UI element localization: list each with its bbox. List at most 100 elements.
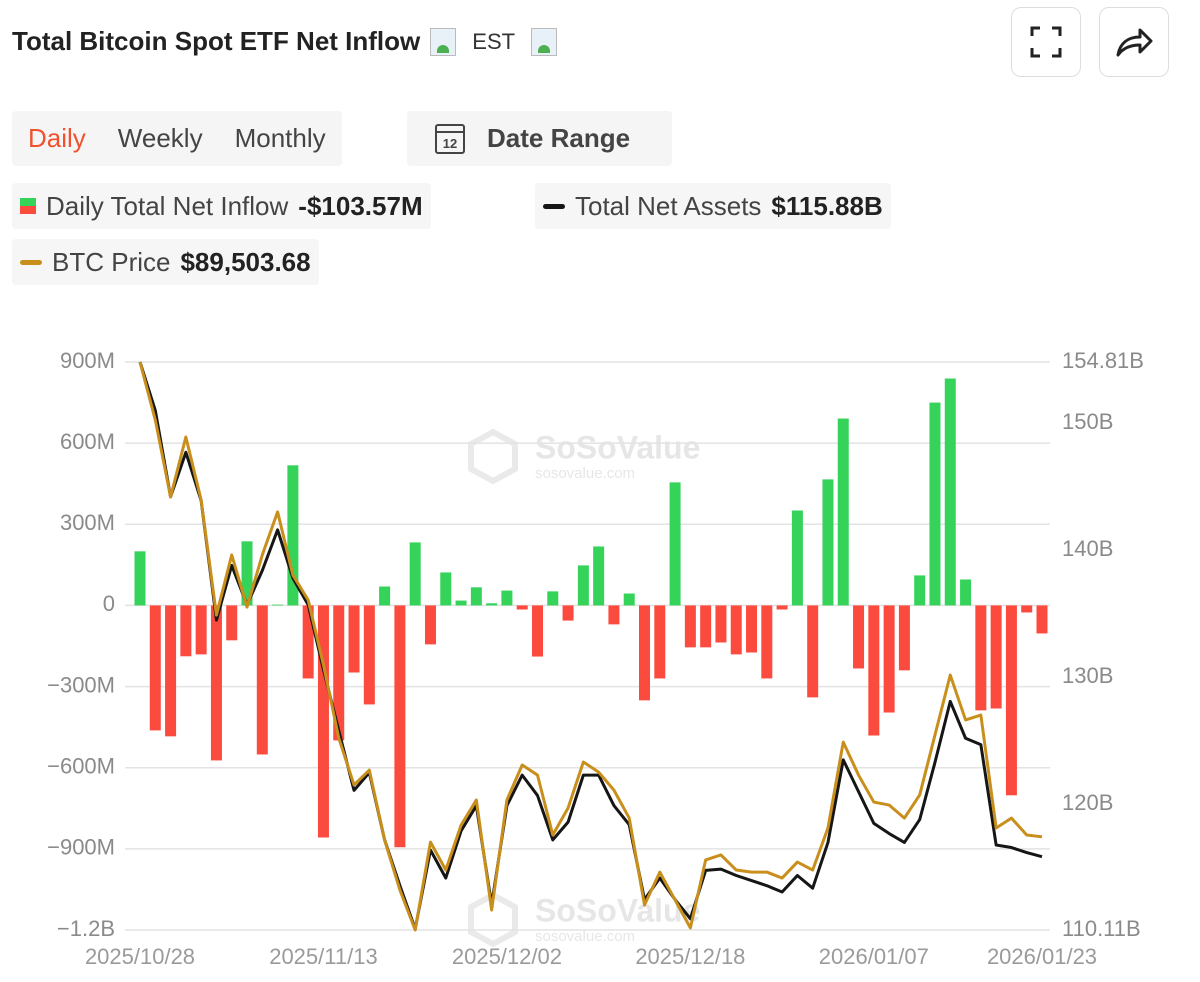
bar <box>501 590 513 606</box>
fullscreen-icon <box>1030 26 1062 58</box>
image-icon <box>531 27 558 56</box>
bar <box>333 605 345 741</box>
x-tick-label: 2026/01/23 <box>987 944 1097 969</box>
bar <box>898 605 910 671</box>
bar <box>654 605 666 679</box>
y-tick-label: 600M <box>60 429 115 454</box>
bar <box>562 605 574 621</box>
header: Total Bitcoin Spot ETF Net Inflow EST <box>12 26 558 57</box>
legend-value: $115.88B <box>771 190 883 221</box>
y2-tick-label: 130B <box>1062 663 1113 688</box>
bar <box>531 605 543 657</box>
bar <box>639 605 651 701</box>
x-tick-label: 2026/01/07 <box>819 944 929 969</box>
bar <box>409 542 421 606</box>
legend-item[interactable]: BTC Price $89,503.68 <box>12 239 319 285</box>
legend-label: Total Net Assets <box>575 190 762 221</box>
y2-tick-label: 110.11B <box>1062 916 1141 941</box>
bar <box>1005 605 1017 796</box>
legend-icon <box>543 203 565 209</box>
x-tick-label: 2025/12/18 <box>635 944 745 969</box>
y2-tick-label: 140B <box>1062 536 1113 561</box>
y2-tick-label: 154.81B <box>1062 348 1144 373</box>
legend-item[interactable]: Total Net Assets $115.88B <box>535 183 891 229</box>
timezone[interactable]: EST <box>472 28 516 54</box>
bar <box>730 605 742 655</box>
legend-icon <box>20 198 36 214</box>
bar <box>623 593 635 606</box>
bar <box>440 572 452 606</box>
bar <box>822 479 834 606</box>
y-tick-label: 0 <box>103 591 115 616</box>
bar <box>363 605 375 705</box>
tab[interactable]: Daily <box>28 123 86 153</box>
bar-series <box>134 378 1048 848</box>
bar <box>1036 605 1048 634</box>
legend-icon <box>20 259 42 265</box>
watermark-brand: SoSoValue <box>535 429 700 465</box>
x-tick-label: 2025/12/02 <box>452 944 562 969</box>
bar <box>960 579 972 606</box>
bar <box>853 605 865 669</box>
watermark-site: sosovalue.com <box>535 465 635 482</box>
y-tick-label: −1.2B <box>57 916 115 941</box>
y-tick-label: 300M <box>60 510 115 535</box>
page-title: Total Bitcoin Spot ETF Net Inflow <box>12 26 421 56</box>
bar <box>379 586 391 606</box>
share-icon <box>1116 28 1153 57</box>
y-tick-label: −300M <box>47 672 115 697</box>
bar <box>547 591 559 606</box>
bar <box>210 605 222 761</box>
y-tick-label: −600M <box>47 754 115 779</box>
bar <box>746 605 758 653</box>
bar <box>776 605 788 610</box>
bar <box>944 378 956 606</box>
bar <box>486 603 498 606</box>
watermark-logo <box>468 891 518 948</box>
bar <box>394 605 406 848</box>
bar <box>608 605 620 625</box>
date-range-button[interactable]: 12 Date Range <box>407 111 672 166</box>
image-icon <box>430 27 457 56</box>
bar <box>929 402 941 606</box>
bar <box>302 605 314 679</box>
bar <box>975 605 987 711</box>
watermark-bottom: SoSoValue sosovalue.com <box>468 891 700 948</box>
bar <box>914 575 926 606</box>
bar <box>516 605 528 610</box>
bar <box>791 510 803 606</box>
bar <box>424 605 436 645</box>
bar <box>241 541 253 606</box>
tab[interactable]: Weekly <box>117 123 203 153</box>
watermark-site: sosovalue.com <box>535 928 635 945</box>
bar <box>990 605 1002 709</box>
bar <box>317 605 329 838</box>
y-tick-label: −900M <box>47 835 115 860</box>
bar <box>272 604 284 606</box>
y-tick-label: 900M <box>60 348 115 373</box>
legend-value: $89,503.68 <box>180 246 311 277</box>
fullscreen-button[interactable] <box>1011 7 1081 77</box>
bar <box>868 605 880 736</box>
bar <box>455 600 467 606</box>
bar <box>256 605 268 755</box>
x-tick-label: 2025/10/28 <box>85 944 195 969</box>
bar <box>180 605 192 657</box>
bar <box>715 605 727 643</box>
calendar-icon: 12 <box>435 123 465 154</box>
x-tick-label: 2025/11/13 <box>269 944 377 969</box>
bar <box>226 605 238 641</box>
bar <box>165 605 177 737</box>
share-button[interactable] <box>1099 7 1169 77</box>
bar <box>1021 605 1033 613</box>
bar <box>593 546 605 606</box>
tab[interactable]: Monthly <box>234 123 326 153</box>
watermark-logo <box>468 428 518 485</box>
legend-label: Daily Total Net Inflow <box>46 190 289 221</box>
bar <box>837 418 849 606</box>
legend-item[interactable]: Daily Total Net Inflow -$103.57M <box>12 183 431 229</box>
bar <box>348 605 360 673</box>
bar <box>470 587 482 606</box>
